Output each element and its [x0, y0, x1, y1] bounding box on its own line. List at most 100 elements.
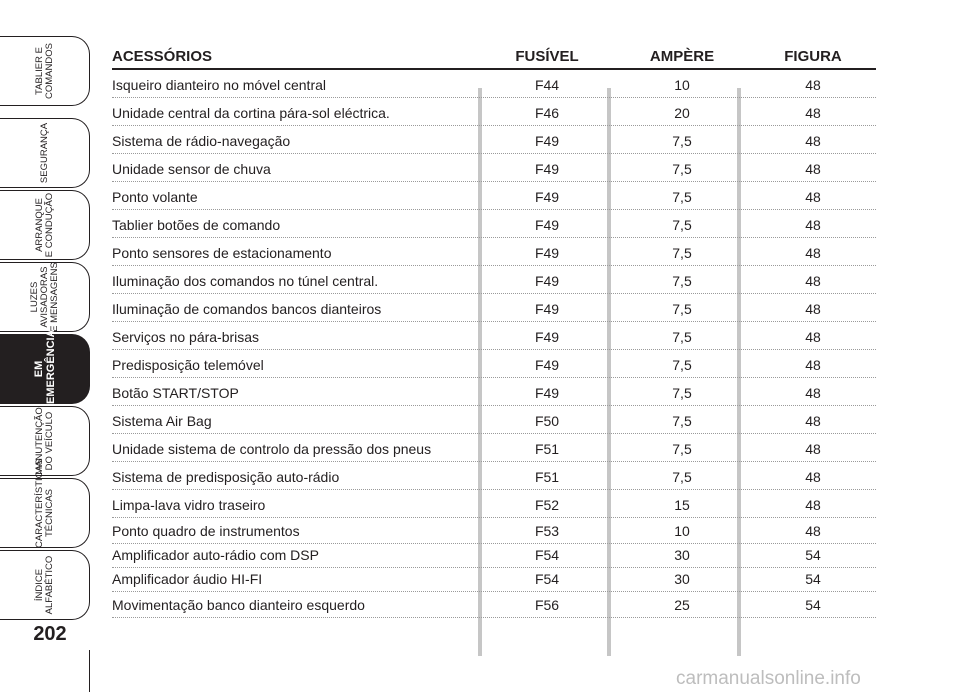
figure-cell: 48	[805, 441, 821, 457]
ampere-cell: 7,5	[672, 273, 692, 289]
accessory-cell: Unidade central da cortina pára-sol eléc…	[112, 105, 390, 121]
tab-label: ÍNDICE ALFABÉTICO	[33, 555, 55, 615]
header-ampere: AMPÈRE	[649, 48, 715, 65]
accessory-cell: Limpa-lava vidro traseiro	[112, 497, 266, 513]
tab-indice-alfabetico[interactable]: ÍNDICE ALFABÉTICO	[0, 550, 90, 620]
accessory-cell: Ponto quadro de instrumentos	[112, 523, 300, 539]
ampere-cell: 7,5	[672, 161, 692, 177]
header-fuse: FUSÍVEL	[515, 48, 579, 65]
table-row: Ponto sensores de estacionamento F49 7,5 48	[112, 238, 876, 266]
fuse-cell: F49	[534, 217, 560, 233]
accessory-cell: Movimentação banco dianteiro esquerdo	[112, 597, 365, 613]
fuse-cell: F44	[534, 77, 560, 93]
tab-manutencao-do-veiculo[interactable]: MANUTENÇÃO DO VEÍCULO	[0, 406, 90, 476]
figure-cell: 48	[805, 385, 821, 401]
tab-label: ARRANQUE E CONDUÇÃO	[33, 192, 55, 258]
figure-cell: 48	[805, 105, 821, 121]
fuse-cell: F49	[534, 245, 560, 261]
tab-label: LUZES AVISADORAS E MENSAGENS	[28, 262, 60, 332]
table-row: Unidade sistema de controlo da pressão d…	[112, 434, 876, 462]
accessory-cell: Ponto sensores de estacionamento	[112, 245, 332, 261]
ampere-cell: 7,5	[672, 357, 692, 373]
figure-cell: 48	[805, 77, 821, 93]
accessory-cell: Amplificador auto-rádio com DSP	[112, 547, 319, 563]
table-row: Iluminação dos comandos no túnel central…	[112, 266, 876, 294]
accessory-cell: Iluminação de comandos bancos dianteiros	[112, 301, 382, 317]
figure-cell: 48	[805, 301, 821, 317]
figure-cell: 48	[805, 497, 821, 513]
accessory-cell: Botão START/STOP	[112, 385, 239, 401]
ampere-cell: 7,5	[672, 329, 692, 345]
figure-cell: 48	[805, 273, 821, 289]
fuse-cell: F56	[534, 597, 560, 613]
tab-label: EM EMERGÊNCIA	[32, 329, 57, 404]
table-header: ACESSÓRIOS FUSÍVEL AMPÈRE FIGURA	[112, 44, 876, 70]
fuse-cell: F49	[534, 273, 560, 289]
figure-cell: 48	[805, 329, 821, 345]
table-row: Isqueiro dianteiro no móvel central F44 10…	[112, 70, 876, 98]
figure-cell: 48	[805, 161, 821, 177]
ampere-cell: 20	[674, 105, 690, 121]
page-number: 202	[33, 623, 67, 645]
figure-cell: 48	[805, 217, 821, 233]
ampere-cell: 25	[674, 597, 690, 613]
table-row: Sistema de predisposição auto-rádio F51 7,…	[112, 462, 876, 490]
table-row: Ponto volante F49 7,5 48	[112, 182, 876, 210]
accessory-cell: Sistema de predisposição auto-rádio	[112, 469, 340, 485]
table-row: Unidade sensor de chuva F49 7,5 48	[112, 154, 876, 182]
tab-label: TABLIER E COMANDOS	[33, 43, 55, 99]
fuse-cell: F49	[534, 329, 560, 345]
fuse-cell: F54	[534, 571, 560, 587]
ampere-cell: 10	[674, 523, 690, 539]
ampere-cell: 10	[674, 77, 690, 93]
figure-cell: 48	[805, 469, 821, 485]
ampere-cell: 7,5	[672, 217, 692, 233]
ampere-cell: 7,5	[672, 189, 692, 205]
table-row: Ponto quadro de instrumentos F53 10 48	[112, 516, 876, 544]
accessory-cell: Unidade sensor de chuva	[112, 161, 271, 177]
column-separator	[737, 88, 741, 656]
table-row: Sistema de rádio-navegação F49 7,5 48	[112, 126, 876, 154]
fuse-cell: F49	[534, 357, 560, 373]
figure-cell: 54	[805, 597, 821, 613]
fuse-cell: F49	[534, 385, 560, 401]
figure-cell: 54	[805, 571, 821, 587]
tab-arranque-e-conducao[interactable]: ARRANQUE E CONDUÇÃO	[0, 190, 90, 260]
tab-em-emergencia[interactable]: EM EMERGÊNCIA	[0, 329, 90, 404]
accessory-cell: Serviços no pára-brisas	[112, 329, 260, 345]
table-row: Predisposição telemóvel F49 7,5 48	[112, 350, 876, 378]
figure-cell: 48	[805, 189, 821, 205]
fuse-cell: F51	[534, 469, 560, 485]
fuse-cell: F49	[534, 133, 560, 149]
watermark: carmanualsonline.info	[676, 668, 861, 689]
fuse-cell: F54	[534, 547, 560, 563]
sidebar-divider	[89, 650, 90, 692]
tab-seguranca[interactable]: SEGURANÇA	[0, 118, 90, 188]
fuse-cell: F46	[534, 105, 560, 121]
accessory-cell: Iluminação dos comandos no túnel central…	[112, 273, 379, 289]
table-row: Amplificador áudio HI-FI F54 30 54	[112, 564, 876, 592]
ampere-cell: 7,5	[672, 413, 692, 429]
header-figure: FIGURA	[784, 48, 842, 65]
table-row: Amplificador auto-rádio com DSP F54 30 54	[112, 540, 876, 568]
accessory-cell: Amplificador áudio HI-FI	[112, 571, 263, 587]
accessory-cell: Sistema Air Bag	[112, 413, 212, 429]
figure-cell: 54	[805, 547, 821, 563]
fuse-cell: F49	[534, 189, 560, 205]
table-row: Botão START/STOP F49 7,5 48	[112, 378, 876, 406]
tab-caracteristicas-tecnicas[interactable]: CARACTERÍSTICAS TÉCNICAS	[0, 458, 90, 548]
ampere-cell: 7,5	[672, 385, 692, 401]
tab-luzes-avisadoras[interactable]: LUZES AVISADORAS E MENSAGENS	[0, 262, 90, 332]
figure-cell: 48	[805, 523, 821, 539]
fuse-cell: F50	[534, 413, 560, 429]
ampere-cell: 30	[674, 571, 690, 587]
tab-label: CARACTERÍSTICAS TÉCNICAS	[33, 458, 55, 548]
ampere-cell: 7,5	[672, 301, 692, 317]
fuse-cell: F49	[534, 161, 560, 177]
fuse-cell: F52	[534, 497, 560, 513]
header-accessories: ACESSÓRIOS	[112, 48, 213, 65]
ampere-cell: 7,5	[672, 469, 692, 485]
ampere-cell: 30	[674, 547, 690, 563]
tab-tablier-e-comandos[interactable]: TABLIER E COMANDOS	[0, 36, 90, 106]
accessory-cell: Tablier botões de comando	[112, 217, 281, 233]
